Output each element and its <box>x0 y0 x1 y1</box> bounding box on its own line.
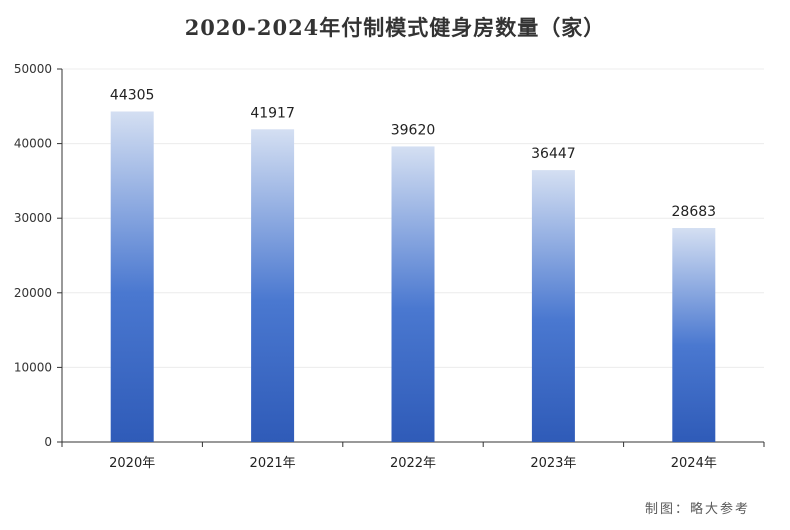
y-tick-label: 20000 <box>14 286 52 300</box>
chart-title: 2020-2024年付制模式健身房数量（家） <box>184 15 606 40</box>
data-label: 39620 <box>391 122 436 138</box>
bar <box>110 111 154 442</box>
x-tick-label: 2023年 <box>530 456 576 471</box>
y-tick-label: 10000 <box>14 360 52 374</box>
data-label: 28683 <box>672 204 717 220</box>
data-label: 36447 <box>531 146 576 162</box>
bar <box>251 129 295 442</box>
data-label: 44305 <box>110 87 155 103</box>
y-tick-label: 30000 <box>14 211 52 225</box>
y-tick-label: 0 <box>44 435 52 449</box>
source-note: 制图：略大参考 <box>644 502 750 517</box>
data-label: 41917 <box>250 105 295 121</box>
x-tick-label: 2021年 <box>250 456 296 471</box>
x-tick-label: 2022年 <box>390 456 436 471</box>
y-tick-label: 50000 <box>14 62 52 76</box>
bar <box>391 146 435 442</box>
x-tick-label: 2020年 <box>109 456 155 471</box>
x-tick-label: 2024年 <box>671 456 717 471</box>
y-tick-label: 40000 <box>14 137 52 151</box>
bar <box>672 228 716 442</box>
bar <box>531 170 575 442</box>
